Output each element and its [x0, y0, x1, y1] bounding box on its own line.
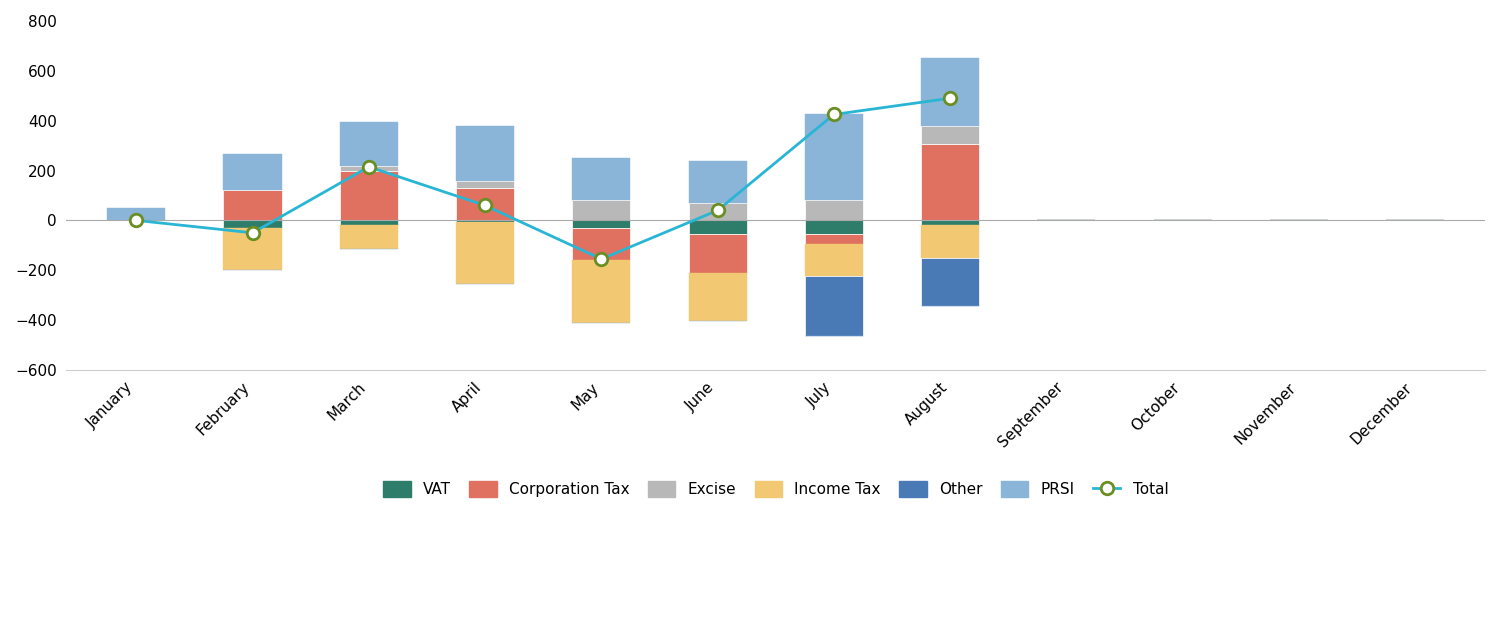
Bar: [921, 59, 980, 125]
Bar: [806, 234, 862, 244]
Bar: [573, 158, 630, 201]
Bar: [806, 276, 862, 336]
Bar: [688, 161, 747, 203]
Bar: [573, 228, 630, 260]
Bar: [339, 221, 398, 226]
Bar: [921, 145, 980, 221]
Bar: [688, 273, 747, 322]
Bar: [224, 154, 282, 190]
Bar: [806, 114, 862, 201]
Bar: [106, 208, 165, 221]
Bar: [688, 203, 747, 221]
Bar: [806, 201, 862, 221]
Bar: [456, 222, 514, 284]
Bar: [921, 258, 980, 306]
Bar: [224, 228, 282, 270]
Bar: [224, 190, 282, 221]
Bar: [339, 170, 398, 221]
Bar: [806, 244, 862, 276]
Bar: [573, 201, 630, 221]
Bar: [456, 181, 514, 188]
Bar: [688, 221, 747, 234]
Bar: [921, 221, 980, 226]
Legend: VAT, Corporation Tax, Excise, Income Tax, Other, PRSI, Total: VAT, Corporation Tax, Excise, Income Tax…: [376, 475, 1174, 503]
Bar: [339, 122, 398, 165]
Bar: [688, 234, 747, 273]
Bar: [456, 221, 514, 222]
Bar: [456, 125, 514, 181]
Bar: [339, 226, 398, 249]
Bar: [806, 221, 862, 234]
Bar: [456, 188, 514, 221]
Bar: [339, 165, 398, 170]
Bar: [921, 226, 980, 258]
Bar: [224, 221, 282, 228]
Bar: [573, 260, 630, 323]
Bar: [921, 125, 980, 145]
Bar: [573, 221, 630, 228]
